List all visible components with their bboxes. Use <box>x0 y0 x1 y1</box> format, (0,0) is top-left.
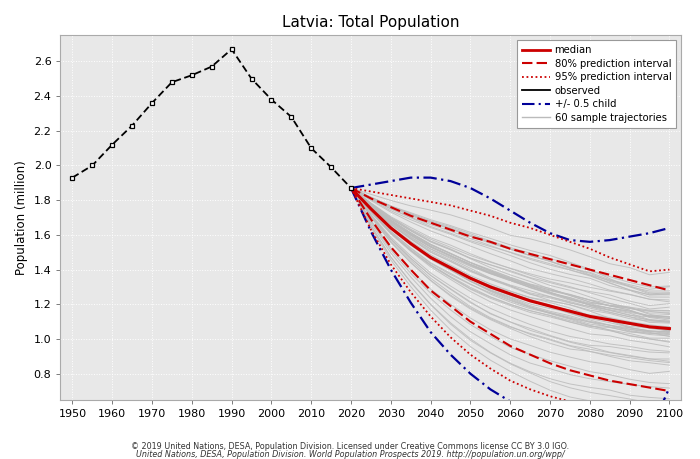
Legend: median, 80% prediction interval, 95% prediction interval, observed, +/- 0.5 chil: median, 80% prediction interval, 95% pre… <box>517 40 676 128</box>
Text: United Nations, DESA, Population Division. World Population Prospects 2019. http: United Nations, DESA, Population Divisio… <box>136 450 564 459</box>
Text: © 2019 United Nations, DESA, Population Division. Licensed under Creative Common: © 2019 United Nations, DESA, Population … <box>131 442 569 451</box>
Title: Latvia: Total Population: Latvia: Total Population <box>282 15 460 30</box>
Y-axis label: Population (million): Population (million) <box>15 160 28 275</box>
